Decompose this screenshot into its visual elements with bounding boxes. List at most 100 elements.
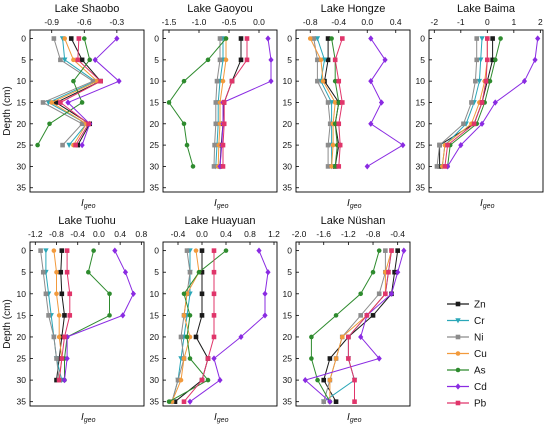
- data-point: [340, 100, 345, 105]
- data-point: [340, 36, 345, 41]
- data-point: [490, 36, 495, 41]
- data-point: [193, 248, 199, 253]
- chart-panel: Lake Huayuan -0.4 0.0 0.4 0.8 1.2 0 5 10 15 20 25 30…: [150, 215, 281, 424]
- data-point: [56, 334, 62, 340]
- series-line: [55, 38, 102, 146]
- series-cd: [444, 35, 541, 170]
- x-tick-label: -1.6: [316, 229, 331, 239]
- y-tick-label: 25: [416, 140, 426, 150]
- data-point: [368, 35, 374, 42]
- data-point: [187, 398, 193, 405]
- data-point: [437, 164, 442, 169]
- series-line: [67, 38, 120, 146]
- data-point: [79, 142, 85, 149]
- y-tick-label: 5: [154, 55, 159, 65]
- x-tick-label: 0.4: [220, 229, 232, 239]
- data-point: [325, 57, 331, 63]
- data-point: [211, 355, 217, 362]
- series-line: [59, 38, 102, 146]
- data-point: [265, 35, 271, 42]
- data-point: [199, 377, 205, 383]
- data-point: [49, 100, 55, 105]
- data-point: [327, 121, 333, 127]
- series-line: [323, 250, 399, 402]
- legend-label: Cd: [474, 382, 487, 393]
- data-point: [187, 356, 193, 361]
- x-tick-label: -0.5: [222, 17, 237, 27]
- data-point: [187, 269, 193, 275]
- data-point: [112, 247, 118, 254]
- series-pb: [58, 36, 103, 148]
- data-point: [332, 78, 338, 84]
- y-tick-label: 20: [283, 119, 293, 129]
- data-point: [229, 78, 235, 84]
- data-point: [187, 313, 193, 318]
- plot-frame: [29, 29, 145, 193]
- x-tick-label: -0.4: [331, 17, 346, 27]
- data-point: [61, 377, 68, 384]
- data-point: [205, 57, 211, 63]
- data-point: [437, 142, 442, 148]
- data-point: [392, 269, 397, 275]
- data-point: [51, 36, 57, 41]
- data-point: [352, 399, 357, 404]
- data-point: [211, 291, 217, 297]
- y-tick-label: 20: [150, 332, 160, 342]
- x-tick-label: 0.0: [253, 17, 265, 27]
- data-point: [352, 377, 357, 383]
- y-tick-label: 15: [283, 310, 293, 320]
- series-cd: [302, 247, 407, 405]
- data-point: [75, 57, 81, 63]
- data-point: [67, 291, 73, 297]
- data-point: [43, 248, 49, 254]
- data-point: [479, 100, 485, 105]
- data-point: [199, 248, 205, 253]
- series-cd: [61, 247, 136, 384]
- data-point: [389, 248, 394, 253]
- data-point: [346, 356, 351, 361]
- data-point: [307, 36, 313, 41]
- series-zn: [54, 248, 67, 383]
- data-point: [346, 334, 351, 340]
- x-tick-label: -0.8: [49, 229, 64, 239]
- x-tick-label: -1.0: [192, 17, 207, 27]
- y-tick-label: 25: [150, 354, 160, 364]
- data-point: [221, 100, 227, 105]
- x-tick-label: 2: [538, 17, 543, 27]
- data-point: [395, 269, 401, 276]
- y-tick-label: 10: [150, 76, 160, 86]
- plot-frame: [162, 29, 278, 193]
- data-point: [220, 142, 226, 148]
- legend-item: As: [447, 366, 486, 377]
- legend-label: Zn: [474, 300, 486, 311]
- series-line: [347, 250, 392, 402]
- x-tick-label: 0.4: [390, 17, 402, 27]
- y-tick-label: 25: [17, 354, 27, 364]
- data-point: [336, 121, 342, 127]
- x-axis-label: Igeo: [214, 198, 229, 210]
- series-cr: [314, 36, 335, 170]
- legend-item: Cd: [447, 382, 487, 393]
- y-tick-label: 30: [17, 161, 27, 171]
- data-point: [220, 164, 226, 169]
- data-point: [376, 291, 382, 297]
- data-point: [54, 377, 59, 383]
- data-point: [490, 57, 495, 63]
- x-tick-label: -1.2: [28, 229, 43, 239]
- data-point: [181, 291, 187, 297]
- legend-marker: [455, 334, 461, 340]
- x-tick-label: 0: [485, 17, 490, 27]
- series-pb: [346, 248, 394, 404]
- y-tick-label: 10: [17, 289, 27, 299]
- data-point: [53, 100, 59, 105]
- data-point: [368, 78, 374, 85]
- data-point: [58, 100, 63, 105]
- data-point: [388, 290, 395, 297]
- data-point: [211, 313, 217, 318]
- data-point: [216, 142, 222, 148]
- x-tick-label: -0.4: [171, 229, 186, 239]
- data-point: [59, 356, 65, 361]
- data-point: [535, 35, 541, 42]
- data-point: [73, 142, 78, 148]
- x-tick-label: 0.0: [196, 229, 208, 239]
